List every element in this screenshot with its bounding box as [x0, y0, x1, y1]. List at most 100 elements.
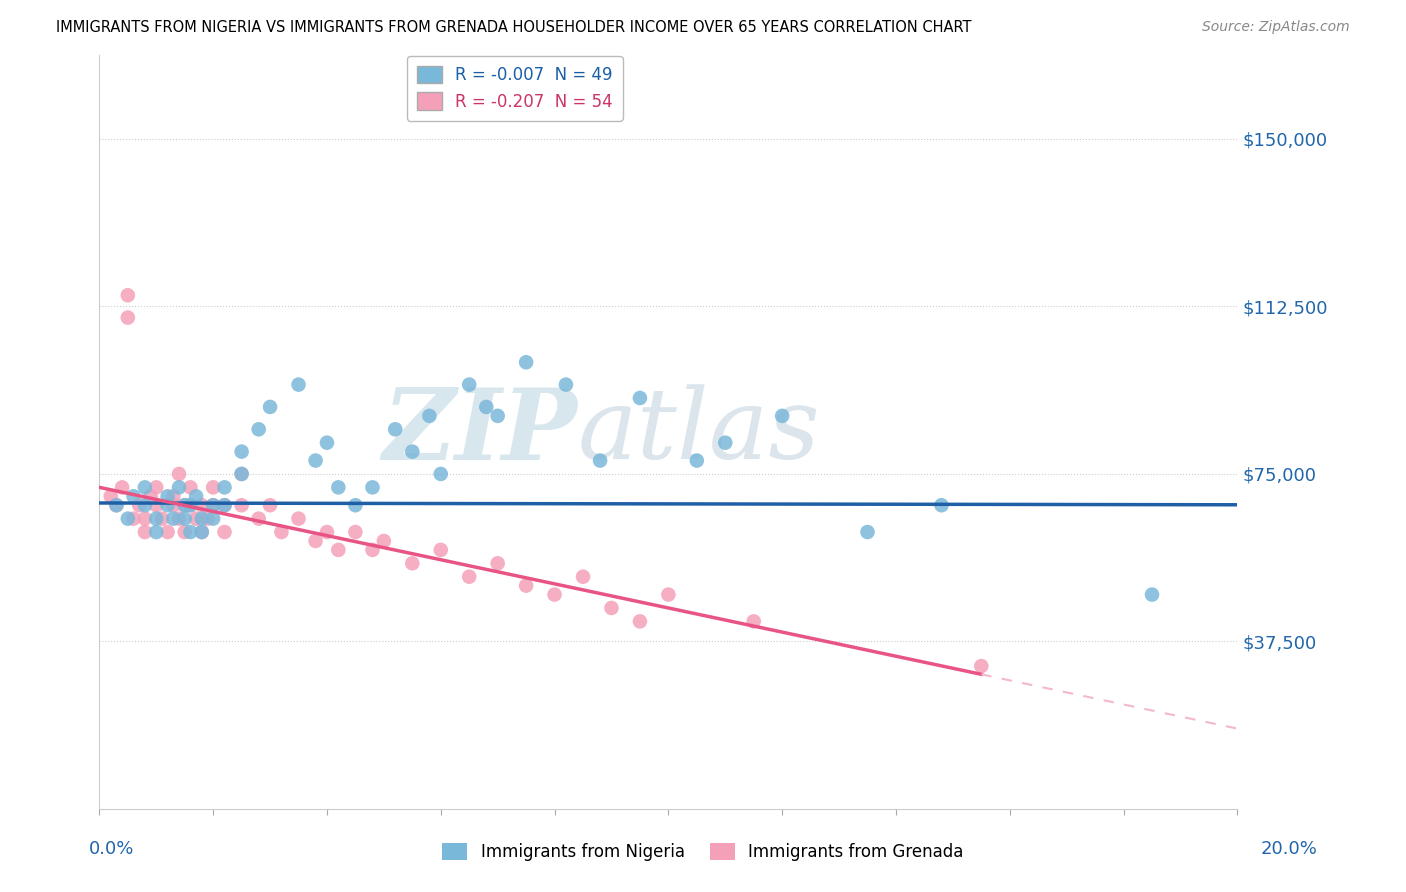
Point — [173, 498, 195, 512]
Text: atlas: atlas — [578, 384, 820, 480]
Point — [475, 400, 498, 414]
Point — [179, 524, 201, 539]
Point — [270, 524, 292, 539]
Point — [429, 467, 451, 481]
Point — [231, 498, 253, 512]
Point — [179, 498, 201, 512]
Point — [589, 453, 612, 467]
Point — [145, 480, 167, 494]
Point — [401, 444, 423, 458]
Point — [316, 524, 339, 539]
Point — [600, 601, 623, 615]
Point — [111, 480, 134, 494]
Point — [191, 498, 214, 512]
Point — [191, 524, 214, 539]
Point — [214, 524, 236, 539]
Point — [361, 480, 384, 494]
Point — [458, 377, 481, 392]
Point — [184, 511, 207, 525]
Point — [117, 310, 139, 325]
Point — [770, 409, 793, 423]
Point — [304, 533, 326, 548]
Point — [628, 615, 651, 629]
Point — [214, 498, 236, 512]
Legend: R = -0.007  N = 49, R = -0.207  N = 54: R = -0.007 N = 49, R = -0.207 N = 54 — [406, 56, 623, 120]
Point — [162, 489, 184, 503]
Point — [134, 511, 156, 525]
Point — [486, 409, 509, 423]
Point — [344, 524, 367, 539]
Point — [100, 489, 122, 503]
Point — [856, 524, 879, 539]
Point — [105, 498, 128, 512]
Point — [247, 511, 270, 525]
Point — [970, 659, 993, 673]
Point — [202, 498, 225, 512]
Point — [259, 400, 281, 414]
Point — [686, 453, 709, 467]
Point — [361, 542, 384, 557]
Point — [287, 511, 309, 525]
Text: 0.0%: 0.0% — [89, 840, 134, 858]
Point — [134, 498, 156, 512]
Point — [247, 422, 270, 436]
Point — [156, 524, 179, 539]
Point — [145, 498, 167, 512]
Point — [344, 498, 367, 512]
Point — [316, 435, 339, 450]
Point — [214, 480, 236, 494]
Point — [179, 498, 201, 512]
Point — [458, 570, 481, 584]
Point — [191, 524, 214, 539]
Point — [156, 498, 179, 512]
Point — [145, 524, 167, 539]
Point — [173, 498, 195, 512]
Text: ZIP: ZIP — [382, 384, 578, 480]
Point — [418, 409, 440, 423]
Point — [162, 498, 184, 512]
Point — [145, 511, 167, 525]
Point — [167, 480, 190, 494]
Point — [515, 579, 537, 593]
Point — [429, 542, 451, 557]
Point — [657, 588, 679, 602]
Point — [231, 467, 253, 481]
Point — [122, 489, 145, 503]
Point — [742, 615, 765, 629]
Point — [156, 489, 179, 503]
Point — [173, 511, 195, 525]
Point — [122, 511, 145, 525]
Point — [231, 467, 253, 481]
Point — [304, 453, 326, 467]
Point — [134, 524, 156, 539]
Point — [486, 557, 509, 571]
Point — [628, 391, 651, 405]
Point — [173, 524, 195, 539]
Text: 20.0%: 20.0% — [1261, 840, 1317, 858]
Point — [259, 498, 281, 512]
Text: Source: ZipAtlas.com: Source: ZipAtlas.com — [1202, 20, 1350, 34]
Point — [202, 480, 225, 494]
Point — [197, 511, 219, 525]
Point — [555, 377, 578, 392]
Point — [373, 533, 395, 548]
Point — [128, 498, 150, 512]
Point — [162, 511, 184, 525]
Point — [134, 480, 156, 494]
Point — [1140, 588, 1163, 602]
Point — [179, 480, 201, 494]
Point — [931, 498, 953, 512]
Point — [328, 480, 350, 494]
Point — [202, 498, 225, 512]
Point — [105, 498, 128, 512]
Point — [117, 288, 139, 302]
Point — [384, 422, 406, 436]
Point — [543, 588, 565, 602]
Point — [714, 435, 737, 450]
Text: IMMIGRANTS FROM NIGERIA VS IMMIGRANTS FROM GRENADA HOUSEHOLDER INCOME OVER 65 YE: IMMIGRANTS FROM NIGERIA VS IMMIGRANTS FR… — [56, 20, 972, 35]
Point — [117, 511, 139, 525]
Point — [572, 570, 595, 584]
Point — [231, 444, 253, 458]
Point — [191, 511, 214, 525]
Point — [328, 542, 350, 557]
